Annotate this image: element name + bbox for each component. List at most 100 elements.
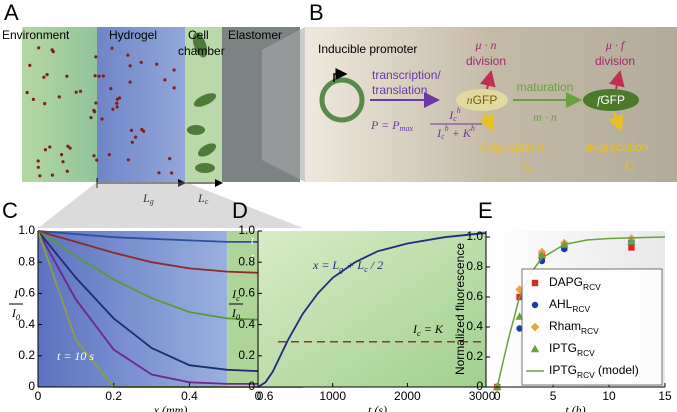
- y-axis-label: Normalized fluorescence: [453, 243, 467, 375]
- arrow: [480, 70, 496, 90]
- molecule: [170, 171, 174, 175]
- data-point: [627, 237, 636, 245]
- y-tick-label: 1.0: [238, 223, 255, 237]
- molecule: [100, 117, 104, 121]
- molecule: [61, 160, 65, 164]
- series-label: x = Lg + Lc / 2: [312, 258, 383, 275]
- molecule: [128, 64, 132, 68]
- y-axis-label: Ic: [231, 287, 240, 304]
- legend-box: [521, 268, 663, 386]
- molecule: [43, 148, 48, 152]
- environment-region: [22, 27, 97, 182]
- y-tick-label: 0: [28, 379, 35, 393]
- molecule: [89, 116, 93, 120]
- fgfp-label: fGFP: [597, 93, 625, 107]
- series-label-part: x = L: [312, 258, 339, 272]
- cells: [187, 32, 217, 173]
- molecule: [92, 108, 96, 112]
- x-axis-label: t (h): [565, 403, 585, 412]
- series-label-part: / 2: [368, 258, 383, 272]
- arrow: [479, 111, 495, 132]
- legend-label-part: IPTG: [549, 363, 577, 377]
- x-tick-label: 5: [550, 389, 557, 403]
- molecule: [111, 107, 115, 111]
- molecule: [92, 154, 96, 158]
- molecule: [97, 74, 101, 78]
- rate-label: μ · f: [605, 38, 626, 52]
- x-tick-label: 15: [658, 389, 672, 403]
- legend-swatch: [530, 344, 540, 353]
- molecule: [78, 89, 83, 93]
- y-tick-label: 0.8: [238, 254, 255, 268]
- molecule: [93, 74, 97, 78]
- y-tick-label: 0.4: [18, 317, 35, 331]
- arrow: [608, 111, 624, 132]
- molecule: [115, 105, 119, 109]
- threshold-label: Ic = K: [412, 322, 444, 339]
- molecule: [139, 60, 143, 64]
- y-tick-label: 0.2: [18, 348, 35, 362]
- series-label-part: g: [339, 265, 343, 274]
- y-tick-label: 0.4: [466, 319, 483, 333]
- y-tick-label: 0.2: [238, 348, 255, 362]
- promoter-label: Inducible promoter: [318, 42, 417, 56]
- x-tick-label: 0.6: [257, 389, 274, 403]
- molecule: [140, 127, 144, 132]
- rate-label: Cn: [522, 158, 534, 173]
- x-tick-label: 3000: [469, 389, 496, 403]
- panel-letter: B: [309, 0, 324, 25]
- legend-swatch: [531, 279, 539, 287]
- molecule: [163, 78, 167, 82]
- y-tick-label: 0.6: [466, 289, 483, 303]
- molecule: [66, 144, 70, 148]
- legend-label-part: (model): [595, 363, 639, 377]
- y-tick-label: 0.8: [466, 259, 483, 273]
- y-axis-label-part: 0: [236, 313, 241, 322]
- arrow: [609, 70, 625, 90]
- process-label: transcription/: [372, 68, 441, 82]
- molecule: [172, 86, 176, 90]
- legend-label-part: AHL: [549, 297, 573, 311]
- region-label: Elastomer: [228, 28, 282, 42]
- threshold-label-part: c: [417, 329, 421, 338]
- x-axis-label: t (s): [368, 403, 387, 412]
- legend-label: AHLRCV: [549, 297, 590, 314]
- process-label: division: [466, 54, 506, 68]
- x-tick-label: 0.4: [181, 389, 198, 403]
- molecule: [37, 46, 41, 50]
- molecule: [38, 174, 42, 178]
- zoom-shade: [262, 27, 305, 182]
- x-tick-label: 1000: [319, 389, 346, 403]
- legend-label: IPTGRCV (model): [549, 363, 639, 380]
- region-label: chamber: [178, 44, 225, 58]
- y-axis-label-part: 0: [16, 313, 21, 322]
- data-point: [516, 325, 523, 332]
- molecule: [45, 73, 49, 77]
- molecule: [109, 87, 113, 91]
- y-axis-label-part: I: [231, 287, 237, 301]
- molecule: [28, 63, 32, 67]
- molecule: [134, 135, 138, 139]
- fgfp: [583, 89, 639, 111]
- molecule: [95, 158, 99, 162]
- molecule: [60, 153, 64, 157]
- legend-label-part: IPTG: [549, 341, 577, 355]
- y-axis-label: I0: [231, 306, 241, 323]
- molecule: [94, 101, 98, 105]
- molecule: [155, 62, 159, 66]
- process-label: degradation: [480, 140, 543, 154]
- rate-label: Cf: [625, 158, 637, 173]
- panel-letter: C: [2, 198, 18, 223]
- y-axis-label: I0: [11, 306, 21, 323]
- molecule: [36, 159, 40, 163]
- molecule: [117, 96, 122, 100]
- y-tick-label: 0: [476, 379, 483, 393]
- legend-swatch: [530, 322, 540, 332]
- ngfp: [456, 89, 508, 111]
- promoter-arrow: [333, 68, 348, 82]
- x-tick-label: 0: [494, 389, 501, 403]
- molecule: [168, 157, 172, 161]
- rate-label: μ · n: [474, 38, 496, 52]
- region-label: Hydrogel: [109, 28, 157, 42]
